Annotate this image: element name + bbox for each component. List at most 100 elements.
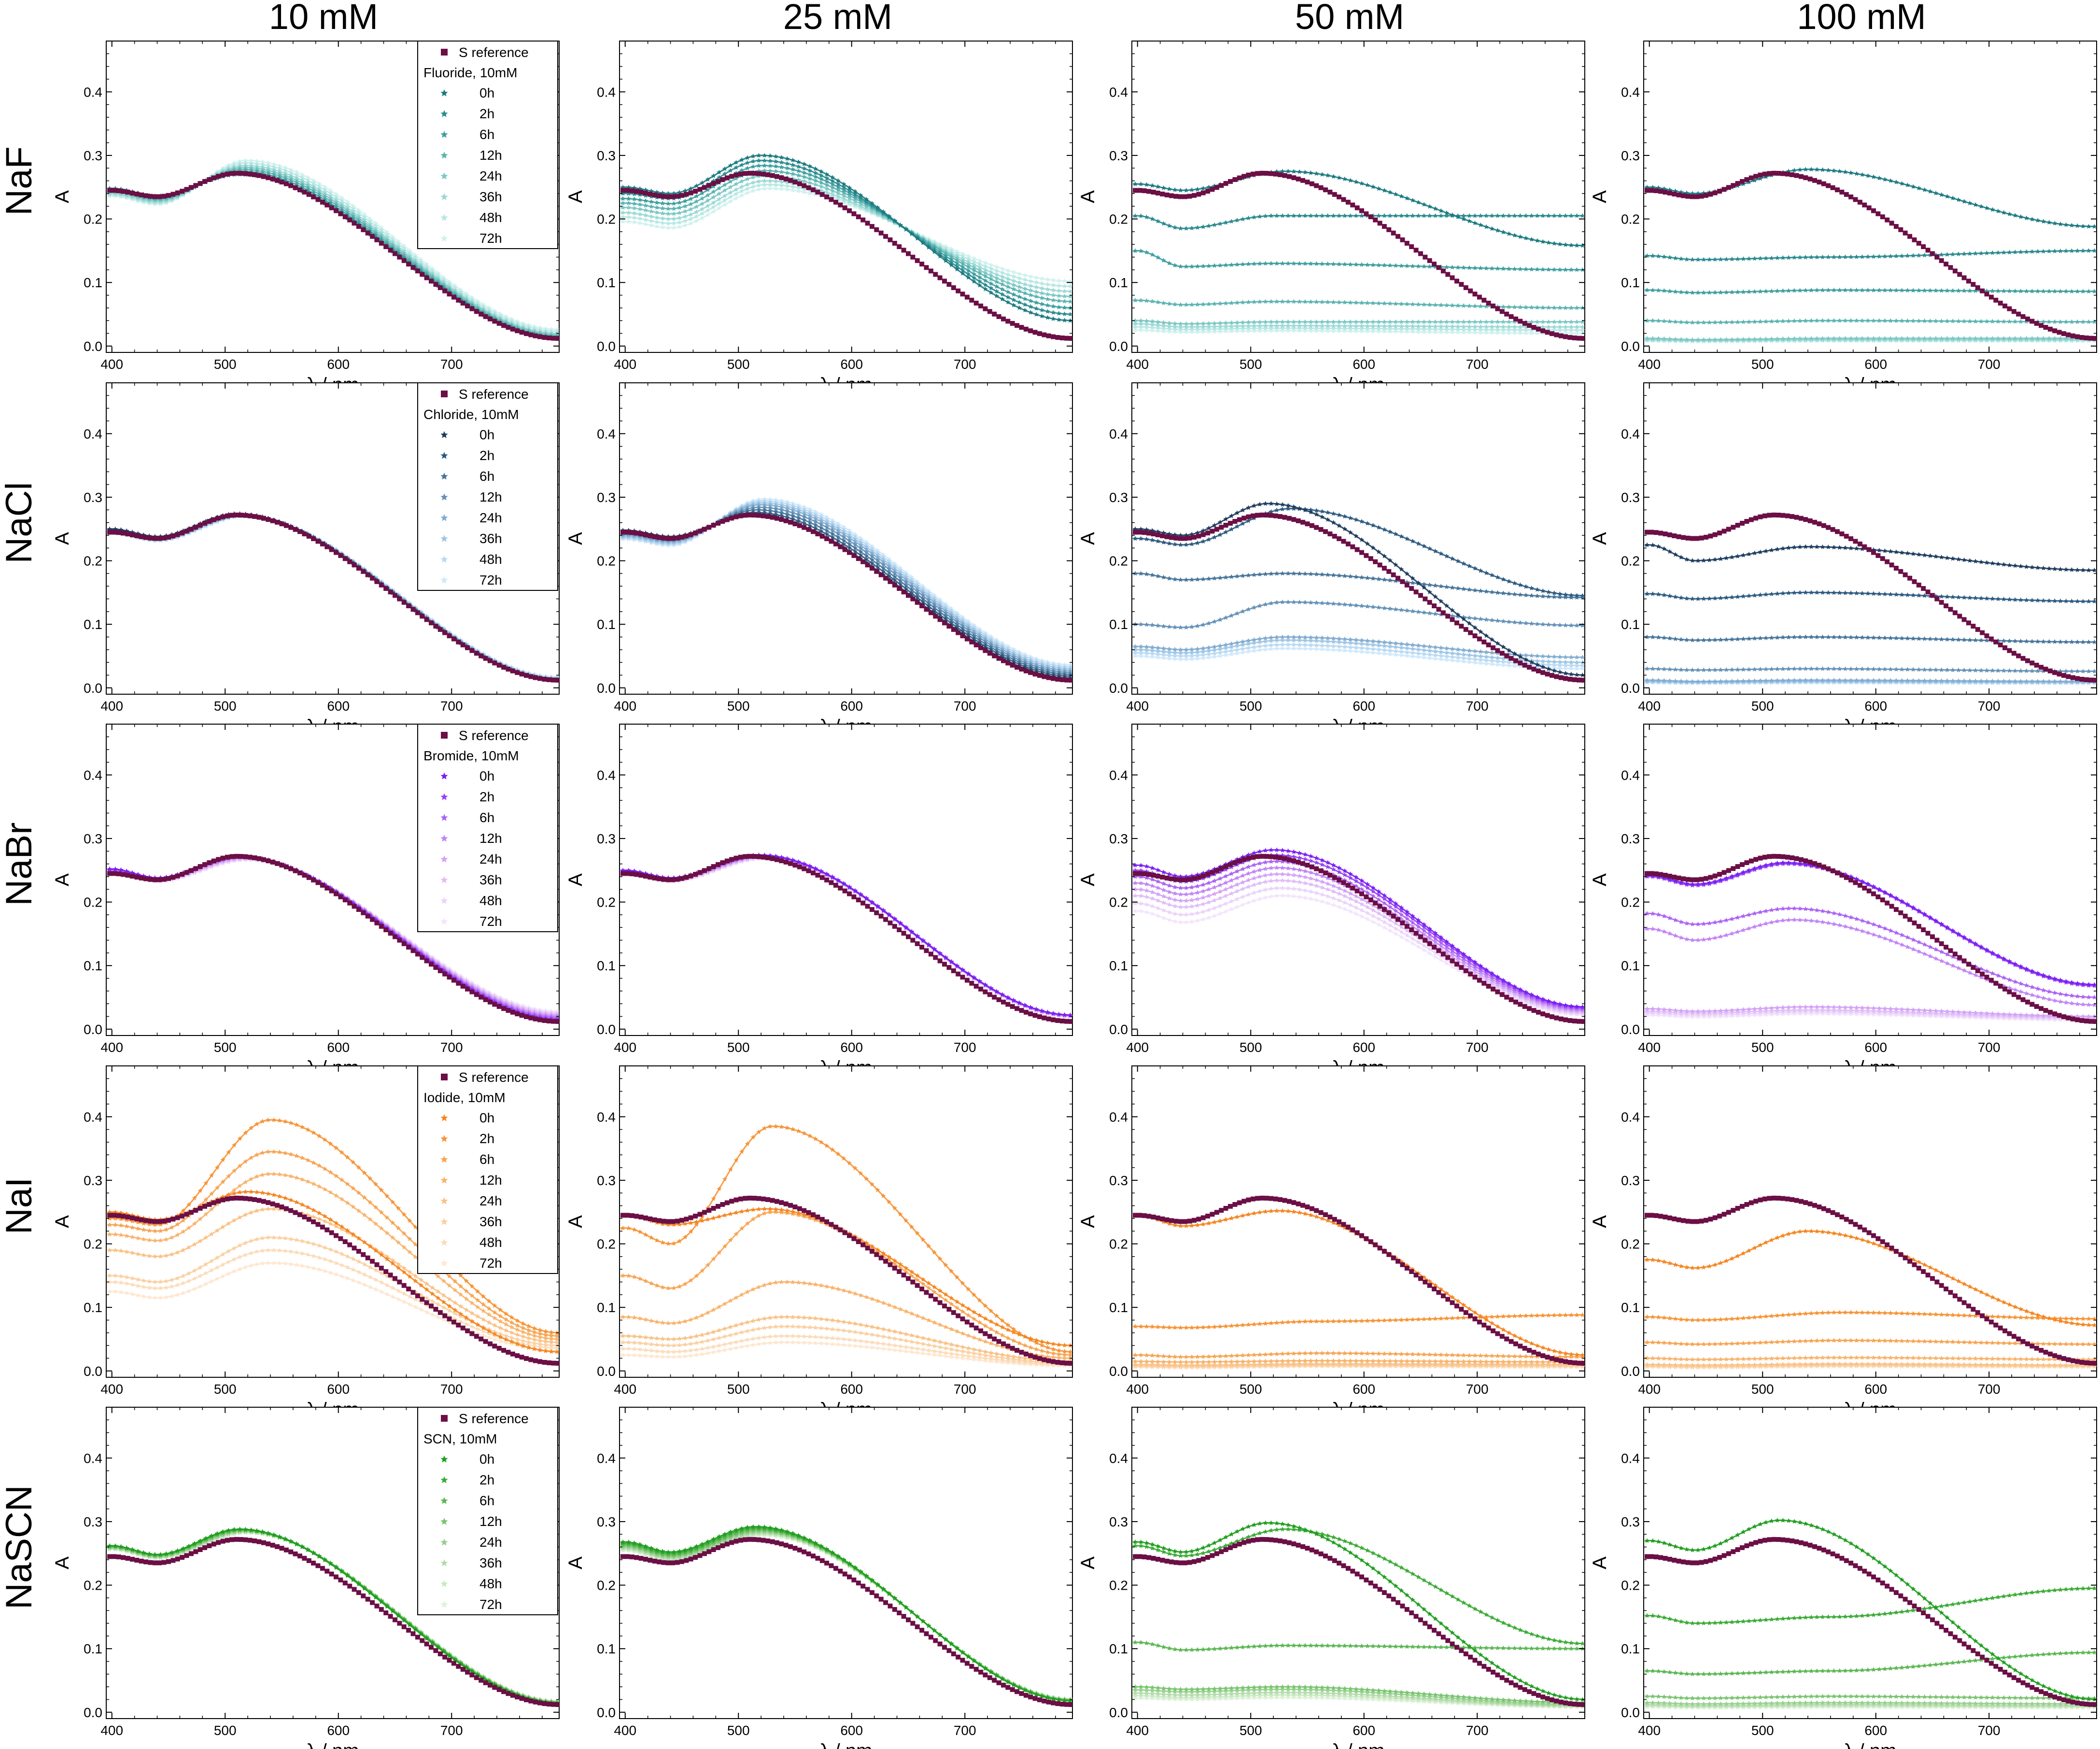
data-point — [750, 158, 756, 164]
data-point — [779, 159, 784, 165]
data-point — [688, 196, 693, 201]
data-point — [1568, 213, 1574, 218]
data-point — [852, 204, 858, 210]
data-point — [858, 205, 863, 210]
data-point — [2007, 250, 2012, 255]
data-point — [1404, 196, 1410, 201]
data-point — [1775, 255, 1780, 260]
data-point — [1178, 329, 1184, 335]
data-point — [277, 166, 282, 171]
data-point — [1472, 265, 1478, 270]
data-point — [807, 172, 813, 177]
data-point — [813, 170, 818, 175]
data-point — [1803, 288, 1808, 293]
data-point — [1155, 328, 1161, 334]
data-point — [835, 181, 841, 186]
data-point — [2030, 288, 2035, 294]
data-point — [1928, 318, 1933, 323]
data-point — [1393, 213, 1398, 218]
data-point — [2001, 288, 2006, 294]
data-point — [1551, 319, 1557, 324]
y-axis-label: A — [565, 190, 586, 203]
series-12h-naf-25-mm — [620, 168, 1072, 304]
data-point — [374, 579, 380, 584]
plot-area — [1132, 168, 1585, 341]
data-point — [1763, 174, 1769, 179]
data-point — [1398, 194, 1404, 198]
data-point — [875, 210, 880, 215]
data-point — [1662, 336, 1667, 341]
data-point — [1735, 336, 1740, 342]
data-point — [790, 510, 795, 515]
data-point — [1546, 266, 1551, 272]
data-point — [338, 553, 343, 558]
data-point — [1939, 252, 1944, 257]
data-point — [1050, 310, 1056, 315]
data-point — [858, 196, 863, 202]
data-point — [1172, 324, 1178, 329]
data-point — [1656, 318, 1661, 323]
data-point — [1797, 336, 1803, 341]
data-point — [1138, 181, 1143, 186]
data-point — [1285, 328, 1291, 333]
data-point — [1033, 284, 1039, 290]
data-point — [1381, 263, 1387, 267]
series-24h-naf-50-mm — [1132, 318, 1585, 326]
data-point — [818, 521, 824, 527]
data-point — [1934, 254, 1940, 260]
data-point — [1223, 181, 1228, 186]
data-point — [488, 658, 493, 663]
data-point — [1808, 336, 1814, 341]
data-point — [1466, 218, 1472, 224]
data-point — [1205, 189, 1211, 194]
data-point — [1016, 299, 1022, 305]
data-point — [2080, 248, 2086, 253]
data-point — [948, 262, 954, 267]
data-point — [1820, 318, 1825, 323]
data-point — [1551, 213, 1557, 218]
data-point — [1450, 319, 1455, 324]
data-point — [362, 214, 367, 220]
data-point — [992, 311, 997, 317]
data-point — [874, 227, 879, 232]
data-point — [1348, 178, 1353, 183]
data-point — [724, 517, 730, 522]
data-point — [948, 257, 954, 262]
data-point — [660, 206, 665, 210]
data-point — [254, 161, 260, 166]
data-point — [1387, 189, 1393, 195]
data-point — [1995, 336, 2001, 341]
data-point — [2080, 289, 2086, 294]
data-point — [1820, 287, 1825, 293]
data-point — [1189, 327, 1195, 332]
data-point — [316, 183, 322, 189]
data-point — [1839, 189, 1845, 195]
data-point — [283, 181, 289, 186]
data-point — [824, 528, 830, 533]
data-point — [1138, 297, 1143, 303]
data-point — [671, 221, 677, 225]
data-point — [1468, 288, 1473, 294]
data-point — [983, 273, 988, 279]
data-point — [1673, 289, 1678, 294]
data-point — [1876, 336, 1882, 341]
data-point — [761, 182, 767, 187]
data-point — [1381, 329, 1387, 334]
data-point — [807, 523, 813, 528]
data-point — [533, 333, 538, 338]
data-point — [297, 529, 302, 534]
data-point — [1712, 337, 1718, 342]
plot-frame — [1643, 41, 2097, 353]
data-point — [1331, 213, 1336, 218]
data-point — [988, 285, 994, 291]
x-tick-label: 400 — [1638, 357, 1661, 372]
data-point — [1421, 302, 1427, 307]
data-point — [437, 627, 443, 632]
data-point — [2035, 249, 2041, 254]
data-point — [1512, 233, 1517, 238]
data-point — [983, 260, 988, 265]
data-point — [1404, 319, 1410, 324]
data-point — [1812, 178, 1818, 183]
data-point — [1557, 324, 1563, 329]
